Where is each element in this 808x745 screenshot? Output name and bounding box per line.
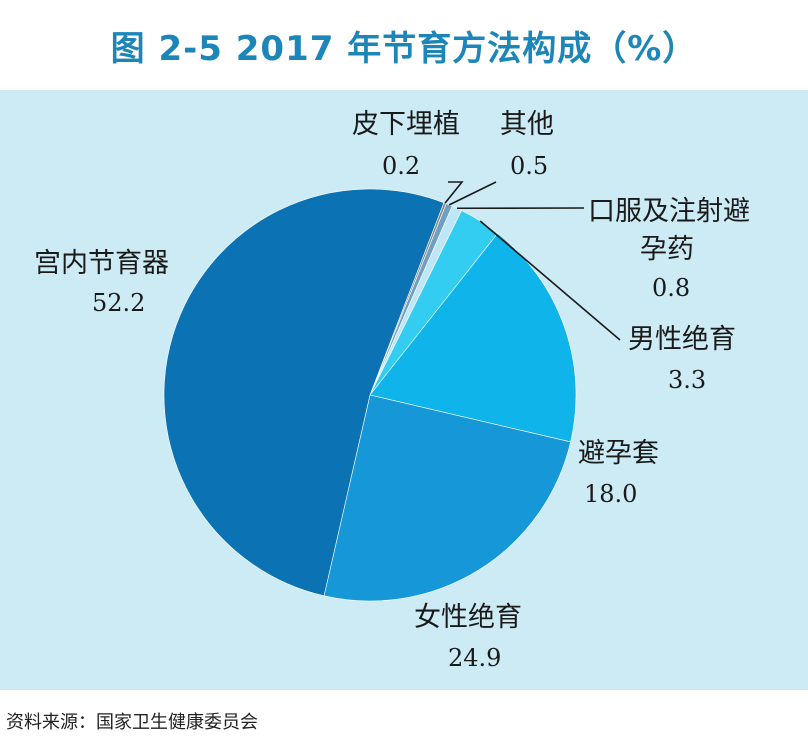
leader-line-implant bbox=[444, 181, 464, 204]
label-name-iud: 宫内节育器 bbox=[34, 248, 169, 279]
label-value-condom: 18.0 bbox=[584, 480, 637, 508]
label-value-vasectomy: 3.3 bbox=[668, 366, 706, 394]
label-value-other: 0.5 bbox=[510, 152, 548, 180]
leader-lines bbox=[444, 181, 621, 341]
label-name-oral-line1: 口服及注射避 bbox=[588, 196, 750, 227]
chart-panel: 宫内节育器 52.2 皮下埋植 0.2 其他 0.5 口服及注射避 孕药 0.8… bbox=[0, 90, 808, 690]
label-name-vasectomy: 男性绝育 bbox=[628, 324, 736, 355]
label-value-tubal: 24.9 bbox=[448, 644, 501, 672]
pie-slices bbox=[163, 188, 577, 602]
label-value-oral: 0.8 bbox=[652, 274, 690, 302]
leader-line-vasectomy bbox=[479, 220, 621, 341]
label-name-implant: 皮下埋植 bbox=[352, 109, 460, 140]
label-value-implant: 0.2 bbox=[382, 152, 420, 180]
label-name-oral-line2: 孕药 bbox=[640, 234, 694, 265]
label-value-iud: 52.2 bbox=[92, 289, 145, 317]
pie-slice-iud bbox=[163, 188, 445, 597]
pie-slice-tubal bbox=[323, 394, 571, 602]
label-name-condom: 避孕套 bbox=[578, 438, 659, 469]
label-name-other: 其他 bbox=[500, 109, 554, 140]
chart-title: 图 2-5 2017 年节育方法构成（%） bbox=[110, 28, 698, 69]
pie-chart: 宫内节育器 52.2 皮下埋植 0.2 其他 0.5 口服及注射避 孕药 0.8… bbox=[34, 109, 750, 672]
source-note: 资料来源：国家卫生健康委员会 bbox=[6, 712, 258, 733]
leader-line-other bbox=[448, 181, 497, 206]
pie-slice-condom bbox=[369, 232, 577, 443]
label-name-tubal: 女性绝育 bbox=[414, 602, 522, 633]
